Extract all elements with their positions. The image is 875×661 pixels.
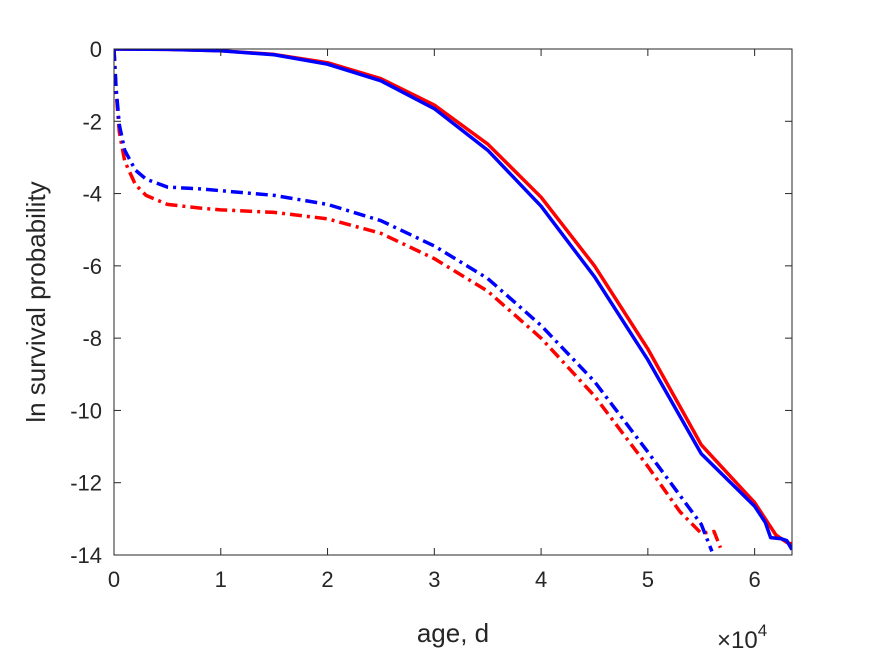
y-tick-label: -12 bbox=[70, 471, 102, 496]
x-exponent-base: ×10 bbox=[717, 627, 758, 654]
y-tick-label: -8 bbox=[82, 326, 102, 351]
y-tick-labels: 0 -2 -4 -6 -8 -10 -12 -14 bbox=[70, 37, 102, 568]
y-tick-label: -14 bbox=[70, 543, 102, 568]
y-tick-label: 0 bbox=[90, 37, 102, 62]
x-tick-label: 1 bbox=[215, 567, 227, 592]
x-tick-label: 2 bbox=[321, 567, 333, 592]
x-tick-label: 3 bbox=[428, 567, 440, 592]
series-layer bbox=[114, 49, 792, 553]
x-tick-label: 4 bbox=[535, 567, 547, 592]
x-exponent-power: 4 bbox=[758, 621, 767, 640]
y-tick-label: -2 bbox=[82, 109, 102, 134]
series-group bbox=[114, 49, 792, 553]
y-tick-label: -10 bbox=[70, 398, 102, 423]
y-tick-label: -4 bbox=[82, 182, 102, 207]
x-tick-label: 5 bbox=[642, 567, 654, 592]
y-axis-label: ln survival probability bbox=[21, 181, 51, 422]
y-tick-label: -6 bbox=[82, 254, 102, 279]
x-tick-label: 0 bbox=[108, 567, 120, 592]
series-line-4-dashdot bbox=[114, 49, 714, 553]
x-exponent-label: ×104 bbox=[717, 621, 767, 654]
x-axis-label: age, d bbox=[417, 618, 489, 648]
series-line-2-solid bbox=[114, 49, 792, 551]
x-tick-labels: 0 1 2 3 4 5 6 bbox=[108, 567, 761, 592]
plot-area bbox=[114, 49, 792, 555]
axes-layer bbox=[113, 48, 793, 556]
x-tick-label: 6 bbox=[749, 567, 761, 592]
plot-frame bbox=[113, 48, 793, 556]
